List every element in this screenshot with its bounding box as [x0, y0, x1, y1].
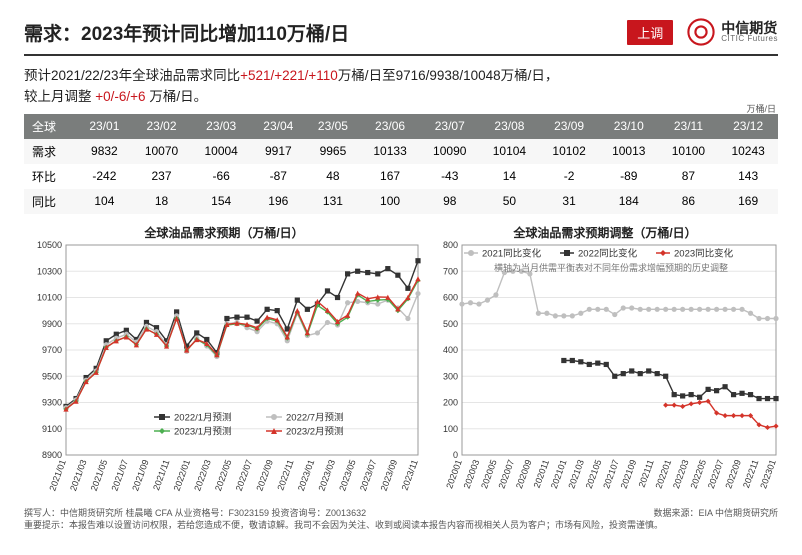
svg-text:2023/2月预测: 2023/2月预测: [286, 426, 344, 437]
svg-text:600: 600: [443, 292, 458, 302]
table-col-head: 23/10: [599, 114, 659, 139]
svg-text:2022/7月预测: 2022/7月预测: [286, 412, 344, 423]
svg-text:400: 400: [443, 345, 458, 355]
svg-text:202211: 202211: [741, 458, 760, 489]
summary-text: 预计2021/22/23年全球油品需求同比+521/+221/+110万桶/日至…: [24, 66, 778, 108]
page-title: 需求：2023年预计同比增加110万桶/日: [24, 19, 349, 46]
table-col-head: 23/08: [480, 114, 540, 139]
table-col-head: 23/05: [306, 114, 361, 139]
svg-text:2022/11: 2022/11: [275, 458, 295, 491]
svg-text:202101: 202101: [549, 458, 569, 490]
svg-text:202301: 202301: [758, 458, 778, 490]
svg-text:2021同比变化: 2021同比变化: [482, 247, 542, 259]
svg-text:2021/07: 2021/07: [109, 458, 130, 492]
svg-text:202203: 202203: [671, 458, 691, 490]
svg-text:202007: 202007: [497, 458, 517, 490]
table-col-head: 23/01: [77, 114, 132, 139]
svg-text:202005: 202005: [479, 458, 499, 490]
svg-text:202009: 202009: [514, 458, 534, 490]
svg-text:2023/01: 2023/01: [296, 458, 317, 492]
svg-text:2022/03: 2022/03: [192, 458, 213, 492]
svg-text:700: 700: [443, 266, 458, 276]
svg-text:202105: 202105: [584, 458, 604, 490]
svg-text:2022/1月预测: 2022/1月预测: [174, 412, 232, 423]
logo-cn: 中信期货: [721, 21, 778, 35]
svg-text:202209: 202209: [723, 458, 743, 490]
table-col-head: 23/12: [718, 114, 778, 139]
table-col-head: 23/07: [420, 114, 480, 139]
svg-text:100: 100: [443, 424, 458, 434]
table-row: 同比1041815419613110098503118486169: [24, 189, 778, 214]
svg-text:202001: 202001: [444, 458, 464, 490]
svg-text:9900: 9900: [42, 319, 62, 329]
svg-text:横轴为当月供需平衡表对不同年份需求增幅预期的历史调整: 横轴为当月供需平衡表对不同年份需求增幅预期的历史调整: [494, 262, 728, 273]
svg-text:2023同比变化: 2023同比变化: [674, 247, 734, 259]
chart-right-title: 全球油品需求预期调整（万桶/日）: [428, 224, 782, 241]
svg-text:2022/05: 2022/05: [213, 458, 234, 492]
svg-text:202201: 202201: [654, 458, 674, 490]
svg-text:2023/11: 2023/11: [400, 458, 420, 491]
footer-disclaimer: 重要提示：本报告难以设置访问权限，若给您造成不便，敬请谅解。我司不会因为关注、收…: [24, 519, 778, 531]
demand-table: 全球23/0123/0223/0323/0423/0523/0623/0723/…: [24, 114, 778, 214]
svg-text:2021/05: 2021/05: [89, 458, 110, 492]
svg-text:10500: 10500: [37, 241, 62, 250]
svg-text:202205: 202205: [688, 458, 708, 490]
header: 需求：2023年预计同比增加110万桶/日 上调 中信期货 CITIC Futu…: [24, 18, 778, 56]
svg-text:2021/03: 2021/03: [68, 458, 89, 492]
svg-text:2023/1月预测: 2023/1月预测: [174, 426, 232, 437]
table-col-head: 23/04: [251, 114, 306, 139]
table-col-head: 23/09: [539, 114, 599, 139]
brand-logo: 中信期货 CITIC Futures: [687, 18, 778, 46]
svg-text:202111: 202111: [637, 458, 656, 488]
svg-text:200: 200: [443, 397, 458, 407]
table-col-head: 23/03: [191, 114, 251, 139]
svg-text:10100: 10100: [37, 292, 62, 302]
svg-text:10300: 10300: [37, 266, 62, 276]
footer-source: 数据来源：EIA 中信期货研究所: [653, 507, 778, 519]
table-row: 需求98321007010004991799651013310090101041…: [24, 139, 778, 164]
svg-text:2022/09: 2022/09: [254, 458, 275, 492]
svg-text:500: 500: [443, 319, 458, 329]
svg-text:202003: 202003: [462, 458, 482, 490]
svg-text:800: 800: [443, 241, 458, 250]
svg-text:9100: 9100: [42, 424, 62, 434]
unit-label: 万桶/日: [746, 102, 776, 115]
svg-text:202103: 202103: [566, 458, 586, 490]
svg-text:202011: 202011: [532, 458, 551, 489]
svg-text:300: 300: [443, 371, 458, 381]
table-col-head: 23/11: [659, 114, 719, 139]
svg-text:2022同比变化: 2022同比变化: [578, 247, 638, 259]
adjust-badge: 上调: [627, 20, 673, 45]
svg-text:2023/05: 2023/05: [337, 458, 358, 492]
svg-text:2023/09: 2023/09: [379, 458, 400, 492]
svg-text:2023/07: 2023/07: [358, 458, 379, 492]
svg-text:202107: 202107: [601, 458, 621, 490]
svg-text:202109: 202109: [619, 458, 639, 490]
table-col-head: 全球: [24, 114, 77, 139]
chart-right: 全球油品需求预期调整（万桶/日） 01002003004005006007008…: [428, 224, 782, 501]
svg-text:202207: 202207: [706, 458, 726, 490]
footer-author: 撰写人：中信期货研究所 桂晨曦 CFA 从业资格号：F3023159 投资咨询号…: [24, 507, 366, 519]
svg-text:2022/01: 2022/01: [172, 458, 193, 492]
chart-left: 全球油品需求预期（万桶/日） 8900910093009500970099001…: [24, 224, 424, 501]
table-col-head: 23/02: [132, 114, 192, 139]
table-col-head: 23/06: [360, 114, 420, 139]
svg-text:9500: 9500: [42, 371, 62, 381]
svg-text:9300: 9300: [42, 397, 62, 407]
svg-text:2022/07: 2022/07: [234, 458, 255, 492]
citic-logo-icon: [687, 18, 715, 46]
svg-text:2021/11: 2021/11: [151, 458, 171, 491]
logo-en: CITIC Futures: [721, 35, 778, 43]
table-row: 环比-242237-66-8748167-4314-2-8987143: [24, 164, 778, 189]
svg-text:2023/03: 2023/03: [317, 458, 338, 492]
svg-text:9700: 9700: [42, 345, 62, 355]
footer: 撰写人：中信期货研究所 桂晨曦 CFA 从业资格号：F3023159 投资咨询号…: [24, 507, 778, 531]
chart-left-title: 全球油品需求预期（万桶/日）: [24, 224, 424, 241]
svg-text:2021/09: 2021/09: [130, 458, 151, 492]
svg-text:2021/01: 2021/01: [47, 458, 68, 492]
